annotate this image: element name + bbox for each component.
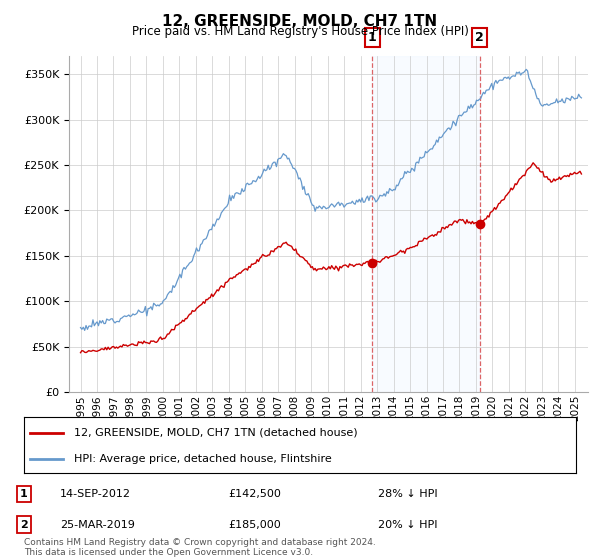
Text: 2: 2 [475, 31, 484, 44]
Text: HPI: Average price, detached house, Flintshire: HPI: Average price, detached house, Flin… [74, 454, 331, 464]
Text: 1: 1 [20, 489, 28, 499]
Text: 28% ↓ HPI: 28% ↓ HPI [378, 489, 437, 499]
Text: £185,000: £185,000 [228, 520, 281, 530]
Text: 25-MAR-2019: 25-MAR-2019 [60, 520, 135, 530]
Text: 12, GREENSIDE, MOLD, CH7 1TN: 12, GREENSIDE, MOLD, CH7 1TN [163, 14, 437, 29]
Text: Contains HM Land Registry data © Crown copyright and database right 2024.
This d: Contains HM Land Registry data © Crown c… [24, 538, 376, 557]
Text: 1: 1 [368, 31, 377, 44]
Bar [373, 56, 480, 392]
Text: 2: 2 [20, 520, 28, 530]
Text: £142,500: £142,500 [228, 489, 281, 499]
Text: 20% ↓ HPI: 20% ↓ HPI [378, 520, 437, 530]
Text: Price paid vs. HM Land Registry's House Price Index (HPI): Price paid vs. HM Land Registry's House … [131, 25, 469, 38]
Text: 12, GREENSIDE, MOLD, CH7 1TN (detached house): 12, GREENSIDE, MOLD, CH7 1TN (detached h… [74, 428, 358, 438]
Text: 14-SEP-2012: 14-SEP-2012 [60, 489, 131, 499]
